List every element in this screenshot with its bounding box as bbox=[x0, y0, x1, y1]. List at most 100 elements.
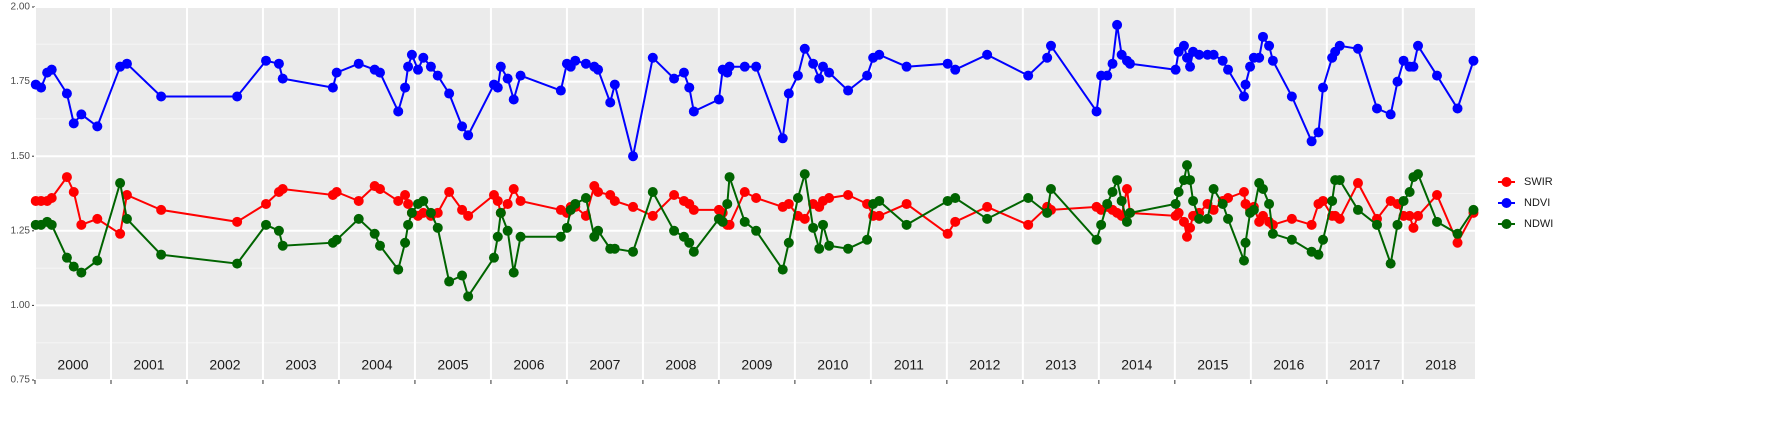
data-point bbox=[1352, 178, 1363, 189]
data-point bbox=[1432, 189, 1443, 200]
data-point bbox=[261, 198, 272, 209]
data-point bbox=[156, 91, 167, 102]
data-point bbox=[982, 49, 993, 60]
data-point bbox=[463, 291, 474, 302]
data-point bbox=[1413, 40, 1424, 51]
data-point bbox=[1188, 195, 1199, 206]
data-point bbox=[1432, 70, 1443, 81]
data-point bbox=[403, 61, 414, 72]
data-point bbox=[393, 106, 404, 117]
data-point bbox=[1238, 187, 1249, 198]
legend-key-point bbox=[1501, 177, 1512, 187]
data-point bbox=[68, 187, 79, 198]
data-point bbox=[92, 121, 103, 132]
data-point bbox=[1306, 219, 1317, 230]
legend-key-point bbox=[1501, 198, 1512, 208]
data-point bbox=[1264, 40, 1275, 51]
data-point bbox=[1318, 234, 1329, 245]
data-point bbox=[1452, 237, 1463, 248]
data-point bbox=[156, 249, 167, 260]
data-point bbox=[121, 58, 132, 69]
data-point bbox=[432, 70, 443, 81]
y-tick-label: 1.00 bbox=[11, 300, 31, 311]
data-point bbox=[799, 213, 810, 224]
data-point bbox=[570, 55, 581, 66]
data-point bbox=[1264, 198, 1275, 209]
data-point bbox=[68, 118, 79, 129]
data-point bbox=[684, 82, 695, 93]
data-point bbox=[432, 207, 443, 218]
data-point bbox=[1254, 52, 1265, 63]
data-point bbox=[1240, 237, 1251, 248]
data-point bbox=[1371, 103, 1382, 114]
data-point bbox=[1045, 184, 1056, 195]
data-point bbox=[669, 73, 680, 84]
data-point bbox=[609, 243, 620, 254]
data-point bbox=[115, 178, 126, 189]
data-point bbox=[1286, 234, 1297, 245]
data-point bbox=[1286, 213, 1297, 224]
data-point bbox=[555, 85, 566, 96]
data-point bbox=[950, 192, 961, 203]
data-point bbox=[874, 195, 885, 206]
data-point bbox=[1102, 198, 1113, 209]
y-tick-label: 2.00 bbox=[11, 2, 31, 13]
data-point bbox=[739, 216, 750, 227]
data-point bbox=[1173, 187, 1184, 198]
data-point bbox=[647, 210, 658, 221]
data-point bbox=[1185, 61, 1196, 72]
y-tick-label: 0.75 bbox=[11, 375, 31, 386]
data-point bbox=[814, 73, 825, 84]
data-point bbox=[331, 187, 342, 198]
data-point bbox=[495, 61, 506, 72]
data-point bbox=[1257, 184, 1268, 195]
data-point bbox=[444, 276, 455, 287]
data-point bbox=[156, 204, 167, 215]
data-point bbox=[669, 189, 680, 200]
data-point bbox=[1313, 127, 1324, 138]
data-point bbox=[669, 225, 680, 236]
data-point bbox=[1170, 64, 1181, 75]
data-point bbox=[418, 207, 429, 218]
data-point bbox=[374, 184, 385, 195]
data-point bbox=[609, 195, 620, 206]
data-point bbox=[1334, 175, 1345, 186]
data-point bbox=[1178, 40, 1189, 51]
x-tick-label: 2014 bbox=[1121, 357, 1152, 373]
data-point bbox=[901, 198, 912, 209]
data-point bbox=[561, 222, 572, 233]
data-point bbox=[1238, 91, 1249, 102]
data-point bbox=[1217, 55, 1228, 66]
data-point bbox=[799, 43, 810, 54]
data-point bbox=[232, 91, 243, 102]
data-point bbox=[403, 219, 414, 230]
data-point bbox=[1091, 106, 1102, 117]
y-tick-label: 1.50 bbox=[11, 151, 31, 162]
data-point bbox=[425, 61, 436, 72]
data-point bbox=[515, 231, 526, 242]
data-point bbox=[1045, 40, 1056, 51]
data-point bbox=[628, 201, 639, 212]
data-point bbox=[353, 213, 364, 224]
data-point bbox=[609, 79, 620, 90]
x-tick-label: 2007 bbox=[589, 357, 620, 373]
data-point bbox=[444, 88, 455, 99]
data-point bbox=[799, 169, 810, 180]
data-point bbox=[1112, 175, 1123, 186]
x-tick-label: 2005 bbox=[437, 357, 468, 373]
data-point bbox=[1194, 213, 1205, 224]
data-point bbox=[1185, 175, 1196, 186]
data-point bbox=[647, 187, 658, 198]
data-point bbox=[1267, 55, 1278, 66]
data-point bbox=[463, 130, 474, 141]
data-point bbox=[46, 219, 57, 230]
data-point bbox=[1208, 184, 1219, 195]
data-point bbox=[61, 88, 72, 99]
data-point bbox=[751, 61, 762, 72]
data-point bbox=[1125, 58, 1136, 69]
data-point bbox=[1121, 184, 1132, 195]
data-point bbox=[400, 189, 411, 200]
data-point bbox=[824, 192, 835, 203]
x-tick-label: 2009 bbox=[741, 357, 772, 373]
data-point bbox=[502, 225, 513, 236]
